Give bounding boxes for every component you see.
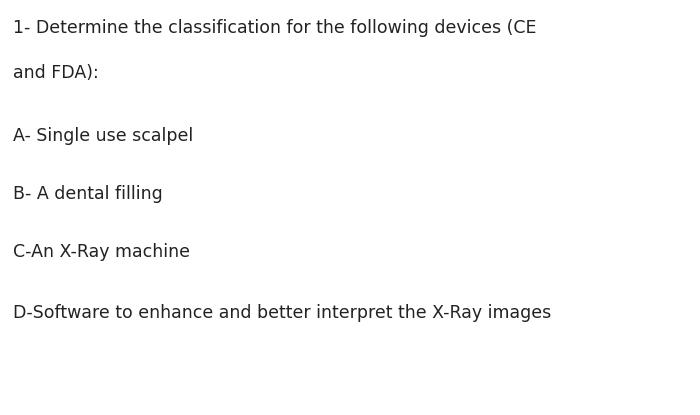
Text: A- Single use scalpel: A- Single use scalpel [13,127,192,144]
Text: D-Software to enhance and better interpret the X-Ray images: D-Software to enhance and better interpr… [13,304,551,322]
Text: B- A dental filling: B- A dental filling [13,185,162,203]
Text: 1- Determine the classification for the following devices (CE: 1- Determine the classification for the … [13,19,536,37]
Text: and FDA):: and FDA): [13,64,98,82]
Text: C-An X-Ray machine: C-An X-Ray machine [13,243,190,261]
